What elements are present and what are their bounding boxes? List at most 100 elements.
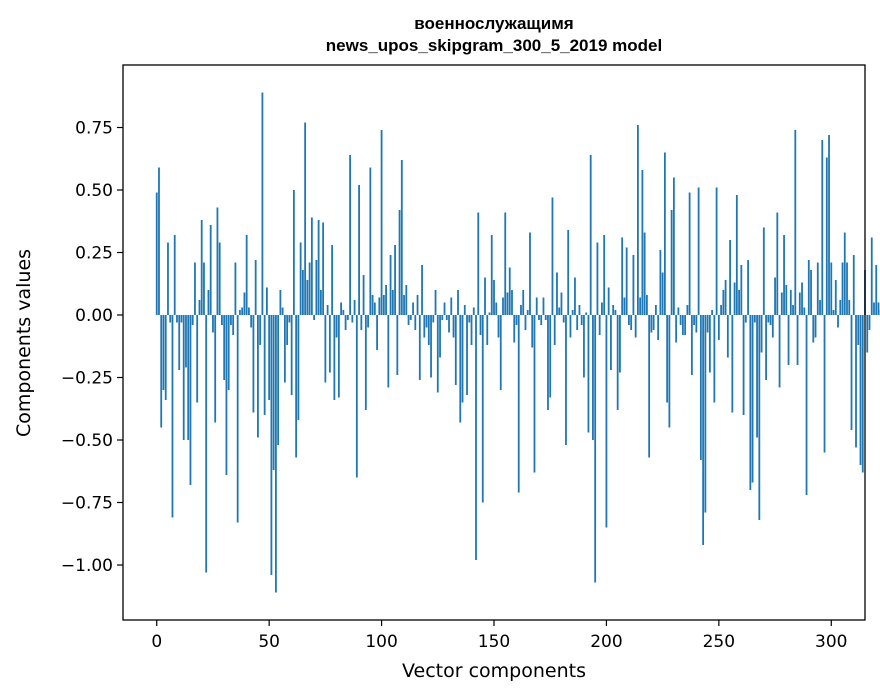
bar-159 [513,315,516,343]
y-tick-label: 0.00 [75,306,113,326]
bar-282 [789,290,792,315]
bar-309 [850,315,853,430]
bar-133 [454,315,457,385]
bar-110 [403,295,405,315]
bar-291 [810,270,812,315]
bar-196 [596,242,599,315]
bar-153 [499,315,502,390]
bar-257 [733,282,736,315]
bar-113 [409,315,412,320]
x-axis-ticks: 0 50 100 150 200 250 300 [151,620,847,652]
bar-178 [556,272,558,315]
bar-243 [702,315,705,545]
bar-22 [205,315,208,573]
bar-239 [693,315,696,325]
bar-277 [778,315,781,388]
bar-41 [248,307,250,315]
bar-210 [628,315,630,325]
chart-title-line-1: военнослужащимя [414,14,573,33]
bar-94 [367,315,369,328]
bar-201 [607,287,610,315]
bar-15 [189,315,192,485]
bar-140 [470,315,473,345]
bar-258 [735,195,738,315]
bar-318 [870,237,873,315]
bar-16 [191,315,194,325]
x-axis-label: Vector components [402,660,586,682]
bar-218 [646,295,648,315]
bar-105 [391,290,394,315]
bar-215 [639,297,642,315]
x-tick-label: 300 [815,632,847,652]
bar-114 [412,302,414,315]
bar-279 [783,235,785,315]
bar-263 [747,260,749,315]
bar-49 [266,287,268,315]
bar-126 [439,315,441,358]
bar-289 [805,315,808,495]
bar-61 [292,190,295,315]
bar-99 [378,297,381,315]
bar-224 [659,250,662,315]
bar-171 [540,315,543,325]
bar-162 [520,305,522,315]
bar-72 [317,220,320,315]
bar-270 [762,227,765,315]
bar-204 [614,310,617,315]
bar-117 [418,315,421,380]
bar-278 [780,292,783,315]
bar-29 [221,315,223,325]
bar-167 [531,315,534,348]
bar-150 [493,280,495,315]
bar-18 [196,315,199,403]
bar-143 [477,212,480,315]
bar-122 [430,315,432,378]
plot-frame [122,64,866,621]
bar-31 [225,315,228,475]
bar-154 [502,297,504,315]
bar-306 [843,232,846,315]
bar-50 [268,315,271,400]
bar-287 [801,282,803,315]
y-tick-label: 0.25 [75,244,113,264]
bar-321 [877,302,880,315]
bar-74 [322,222,325,315]
bar-267 [756,315,758,438]
bar-262 [744,315,747,323]
bar-96 [371,295,374,315]
bar-246 [708,315,711,373]
bar-141 [472,307,475,315]
bar-75 [324,315,327,383]
bar-308 [848,300,851,315]
bar-27 [216,207,219,315]
x-tick-label: 250 [703,632,735,652]
bar-220 [650,315,653,333]
bar-124 [434,290,437,315]
bar-139 [468,315,471,323]
bar-101 [382,295,385,315]
bar-275 [774,277,776,315]
bar-296 [821,140,824,315]
bar-52 [272,315,275,470]
bar-205 [616,315,619,410]
bar-186 [574,277,576,315]
bar-51 [270,315,273,575]
bar-40 [245,235,248,315]
bar-190 [583,315,585,378]
bar-203 [612,305,615,315]
bar-161 [517,315,520,493]
bar-48 [263,315,266,415]
bar-264 [749,315,752,490]
bar-68 [308,262,311,315]
y-tick-label: −0.75 [61,494,113,514]
bar-213 [634,315,637,338]
bar-28 [218,242,221,315]
bar-299 [828,135,830,315]
bar-200 [605,315,608,528]
bar-34 [232,315,235,335]
bar-131 [450,297,453,315]
bar-145 [481,315,484,503]
bar-305 [841,262,844,315]
bar-5 [167,242,169,315]
bar-223 [657,315,660,340]
